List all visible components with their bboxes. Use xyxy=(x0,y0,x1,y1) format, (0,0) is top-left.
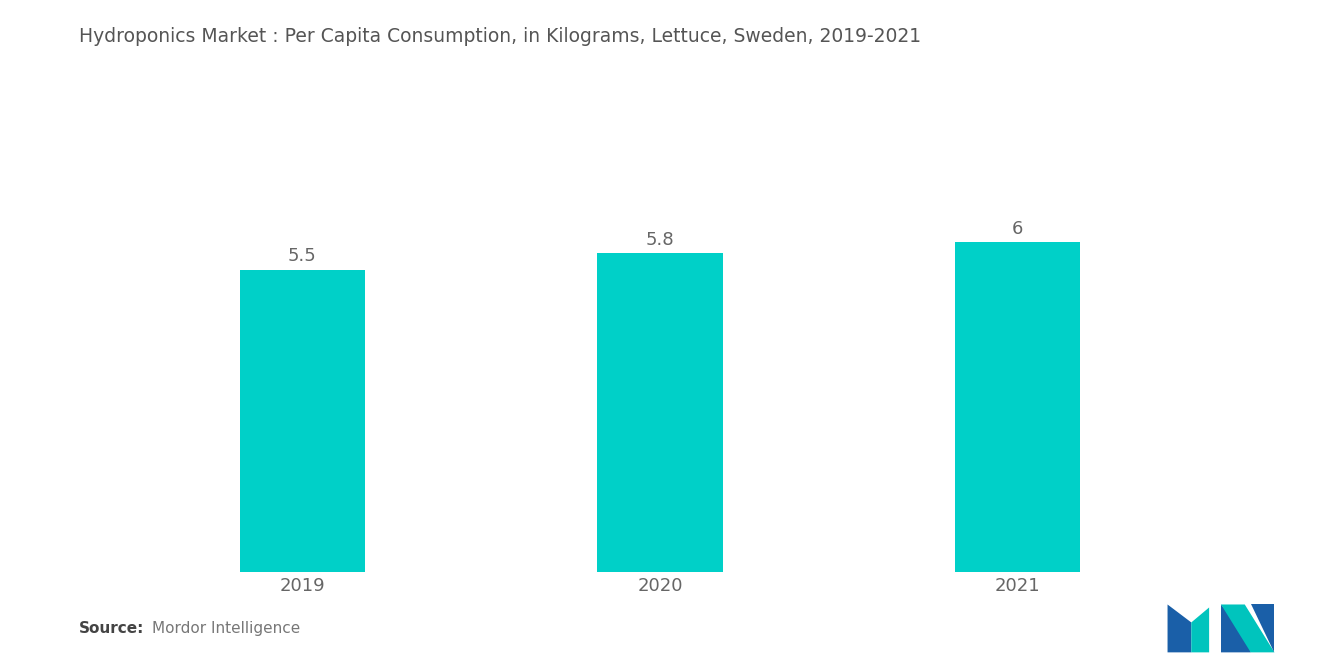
Bar xyxy=(956,242,1080,572)
Text: Source:: Source: xyxy=(79,621,145,636)
Polygon shape xyxy=(1221,604,1274,652)
Polygon shape xyxy=(1221,604,1250,652)
Polygon shape xyxy=(1167,604,1191,652)
Text: 5.8: 5.8 xyxy=(645,231,675,249)
Polygon shape xyxy=(1250,604,1274,652)
Text: 6: 6 xyxy=(1012,219,1023,237)
Text: 5.5: 5.5 xyxy=(288,247,317,265)
Polygon shape xyxy=(1191,608,1209,652)
Text: Hydroponics Market : Per Capita Consumption, in Kilograms, Lettuce, Sweden, 2019: Hydroponics Market : Per Capita Consumpt… xyxy=(79,27,921,46)
Bar xyxy=(598,253,722,572)
Text: Mordor Intelligence: Mordor Intelligence xyxy=(152,621,300,636)
Bar xyxy=(240,269,364,572)
